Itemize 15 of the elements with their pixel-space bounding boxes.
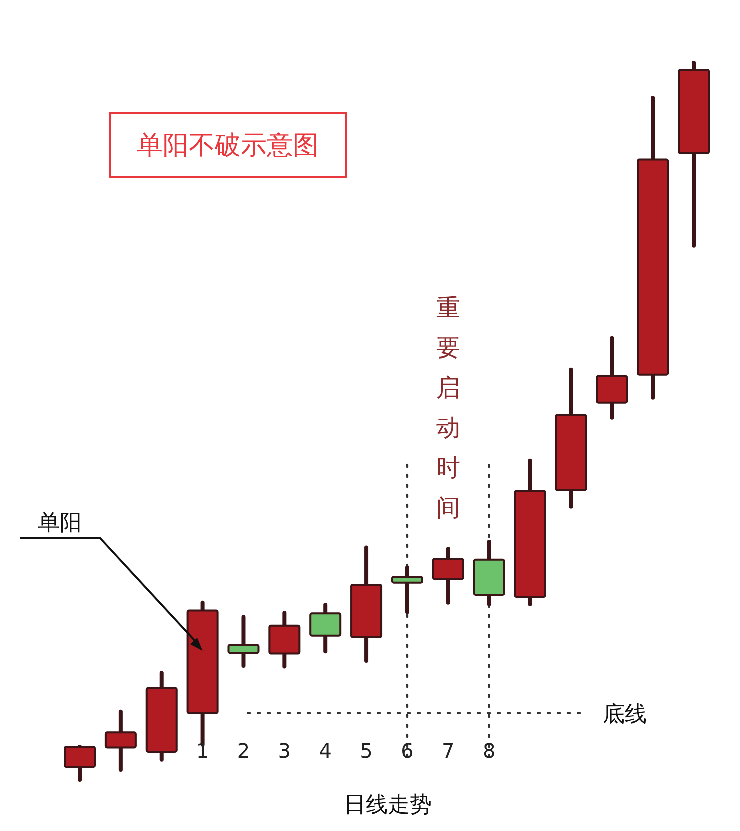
- ref-line: 底线: [246, 702, 647, 728]
- x-tick-label: 8: [482, 739, 496, 763]
- x-tick-label: 4: [319, 739, 332, 763]
- x-tick-label: 5: [360, 739, 373, 763]
- x-axis-title: 日线走势: [344, 793, 432, 818]
- title: 单阳不破示意图: [109, 112, 347, 178]
- x-tick-label: 6: [401, 739, 414, 763]
- annotation: 单阳: [38, 511, 82, 536]
- x-tick-label: 1: [196, 739, 210, 763]
- arrow-annotation: 单阳: [20, 511, 203, 651]
- annotation: 重要启动时间: [436, 294, 460, 522]
- x-tick-label: 3: [278, 739, 292, 763]
- x-tick-label: 2: [237, 739, 250, 763]
- x-tick-label: 7: [442, 739, 455, 763]
- ref-line-label: 底线: [603, 702, 647, 728]
